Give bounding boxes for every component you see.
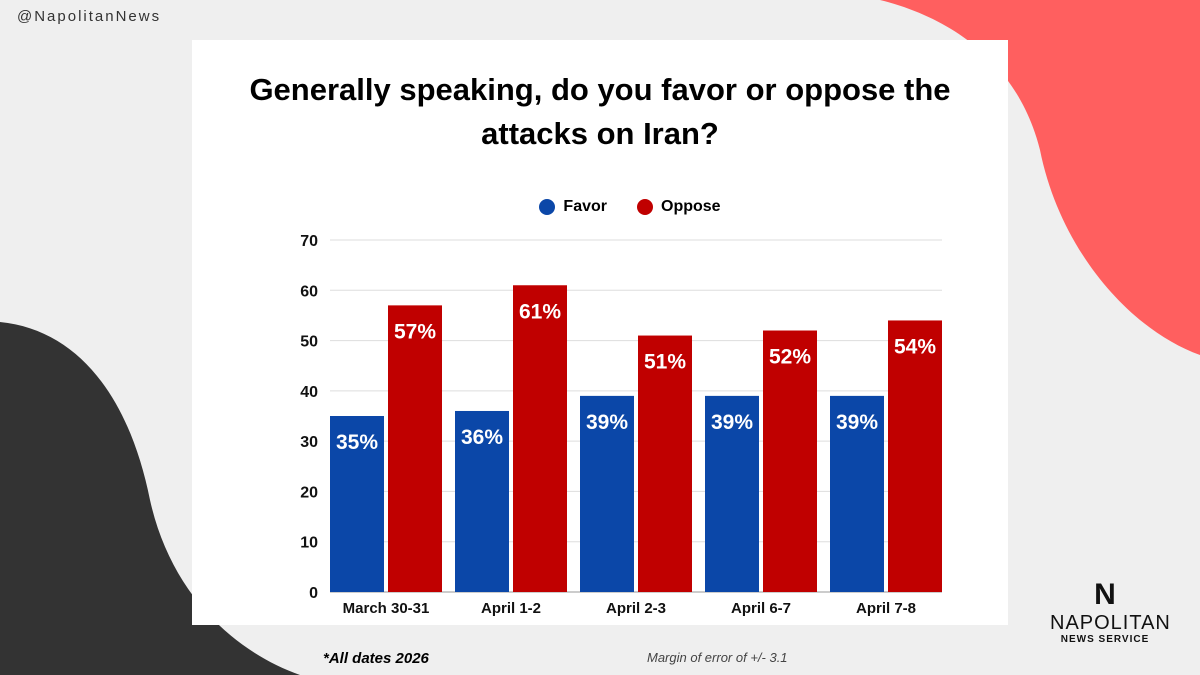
- chart-title: Generally speaking, do you favor or oppo…: [249, 72, 951, 151]
- bar-favor: [580, 395, 634, 592]
- social-handle: @NapolitanNews: [17, 8, 162, 25]
- data-label: 54%: [894, 335, 936, 358]
- data-label: 51%: [644, 351, 686, 374]
- bar-oppose: [763, 330, 817, 592]
- x-tick-label: April 2-3: [606, 600, 666, 617]
- x-tick-label: March 30-31: [343, 600, 430, 617]
- data-label: 61%: [519, 300, 561, 323]
- bar-favor: [330, 416, 384, 592]
- data-label: 39%: [586, 411, 628, 434]
- data-label: 35%: [336, 431, 378, 454]
- legend-label: Favor: [563, 198, 607, 215]
- napolitan-logo: N NAPOLITAN NEWS SERVICE: [1050, 578, 1171, 645]
- x-tick-label: April 7-8: [856, 600, 916, 617]
- data-label: 39%: [836, 411, 878, 434]
- y-tick-label: 50: [300, 334, 318, 351]
- bar-favor: [830, 395, 884, 592]
- data-label: 57%: [394, 320, 436, 343]
- bar-oppose: [388, 305, 442, 592]
- bar-favor: [455, 410, 509, 592]
- y-tick-label: 30: [300, 434, 318, 451]
- logo-sub: NEWS SERVICE: [1060, 634, 1150, 645]
- logo-brand: NAPOLITAN: [1050, 612, 1171, 634]
- x-tick-label: April 1-2: [481, 600, 541, 617]
- y-tick-label: 70: [300, 233, 318, 250]
- bar-oppose: [888, 320, 942, 592]
- bar-favor: [705, 395, 759, 592]
- data-label: 39%: [711, 411, 753, 434]
- legend-label: Oppose: [661, 198, 721, 215]
- data-label: 52%: [769, 346, 811, 369]
- y-tick-label: 60: [300, 283, 318, 300]
- y-tick-label: 20: [300, 484, 318, 501]
- y-tick-label: 10: [300, 535, 318, 552]
- bar-oppose: [638, 335, 692, 592]
- footnote: *All dates 2026: [323, 650, 429, 667]
- legend: Favor Oppose: [0, 198, 1200, 216]
- bar-oppose: [513, 285, 567, 592]
- x-tick-label: April 6-7: [731, 600, 791, 617]
- legend-favor: Favor: [539, 198, 607, 216]
- margin-of-error: Margin of error of +/- 3.1: [647, 650, 788, 665]
- oppose-dot-icon: [637, 199, 653, 215]
- logo-mark: N: [1094, 578, 1116, 611]
- y-tick-label: 0: [309, 585, 318, 602]
- favor-dot-icon: [539, 199, 556, 215]
- y-tick-label: 40: [300, 384, 318, 401]
- legend-oppose: Oppose: [637, 198, 721, 216]
- data-label: 36%: [461, 426, 503, 449]
